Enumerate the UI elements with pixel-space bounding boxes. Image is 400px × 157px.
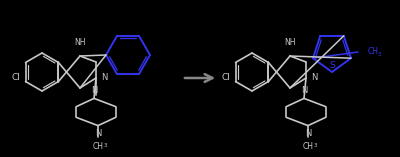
Text: N: N <box>301 86 307 95</box>
Text: N: N <box>305 129 311 138</box>
Text: CH: CH <box>302 142 314 151</box>
Text: NH: NH <box>284 38 296 47</box>
Text: 3: 3 <box>378 51 382 57</box>
Text: N: N <box>91 86 97 95</box>
Text: N: N <box>311 73 317 82</box>
Text: 3: 3 <box>313 143 317 148</box>
Text: CH: CH <box>368 48 379 57</box>
Text: NH: NH <box>74 38 86 47</box>
Text: 3: 3 <box>103 143 107 148</box>
Text: Cl: Cl <box>222 73 230 82</box>
Text: Cl: Cl <box>12 73 20 82</box>
Text: CH: CH <box>92 142 104 151</box>
Text: N: N <box>95 129 101 138</box>
Text: S: S <box>329 61 335 70</box>
Text: N: N <box>101 73 107 82</box>
